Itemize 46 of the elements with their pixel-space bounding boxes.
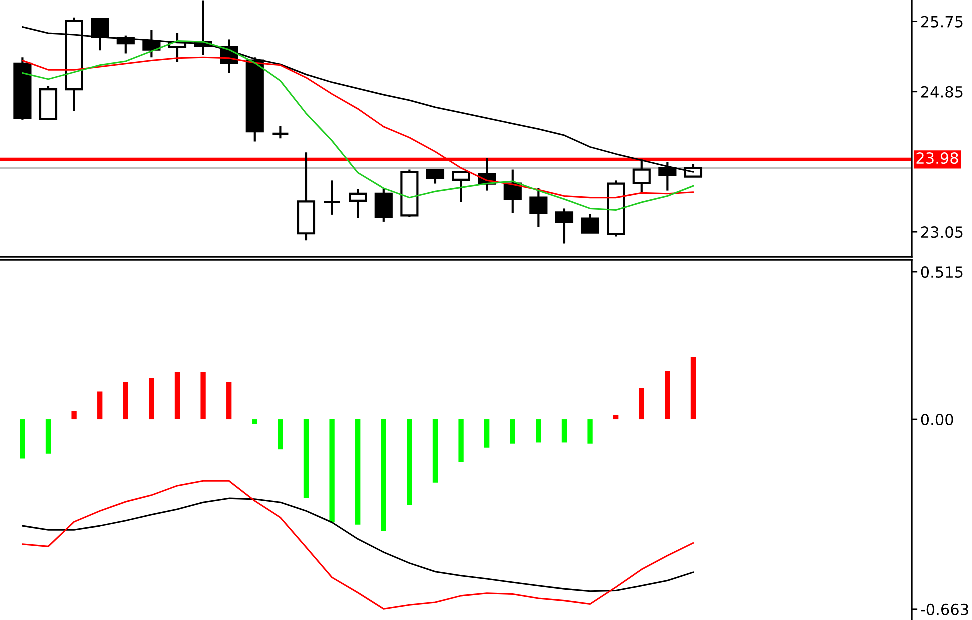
bar bbox=[458, 420, 464, 462]
line-series bbox=[22, 480, 694, 610]
bar bbox=[407, 420, 412, 506]
bar bbox=[98, 392, 103, 420]
bar bbox=[72, 411, 77, 420]
candlestick bbox=[530, 187, 548, 228]
y-tick-label: -0.663 bbox=[921, 604, 968, 616]
bar bbox=[381, 420, 386, 532]
bar bbox=[665, 371, 670, 420]
bar bbox=[356, 420, 361, 525]
bar bbox=[174, 372, 180, 420]
bar bbox=[330, 420, 335, 523]
ref-line-label: 23.98 bbox=[916, 152, 958, 164]
bar bbox=[562, 420, 568, 443]
bar bbox=[432, 420, 438, 483]
bar bbox=[252, 420, 258, 424]
candlestick bbox=[349, 188, 368, 220]
candlestick bbox=[374, 187, 393, 223]
bar bbox=[510, 420, 516, 444]
bar bbox=[614, 416, 619, 420]
bar bbox=[639, 388, 644, 420]
bar bbox=[484, 420, 490, 448]
bar bbox=[588, 420, 593, 444]
y-tick-label: 24.85 bbox=[921, 86, 963, 98]
candlestick bbox=[426, 170, 445, 185]
bar bbox=[304, 420, 310, 498]
candlestick bbox=[581, 213, 600, 234]
line-series bbox=[22, 40, 694, 212]
candlestick bbox=[452, 171, 470, 204]
y-tick-label: 23.05 bbox=[921, 226, 963, 238]
bar bbox=[46, 420, 52, 454]
bar bbox=[690, 357, 696, 420]
bar bbox=[200, 372, 206, 420]
bar bbox=[149, 378, 154, 420]
line-series bbox=[22, 498, 694, 592]
candlestick bbox=[323, 180, 342, 216]
bar bbox=[20, 420, 26, 459]
bar bbox=[123, 382, 128, 420]
y-tick-label: 25.75 bbox=[921, 16, 963, 28]
y-tick-label: 0.515 bbox=[921, 266, 963, 278]
y-tick-label: 0.00 bbox=[921, 414, 954, 426]
candlestick bbox=[555, 208, 574, 245]
bar bbox=[226, 382, 232, 420]
bar bbox=[278, 420, 284, 450]
candlestick bbox=[272, 125, 290, 140]
bar bbox=[536, 420, 542, 443]
